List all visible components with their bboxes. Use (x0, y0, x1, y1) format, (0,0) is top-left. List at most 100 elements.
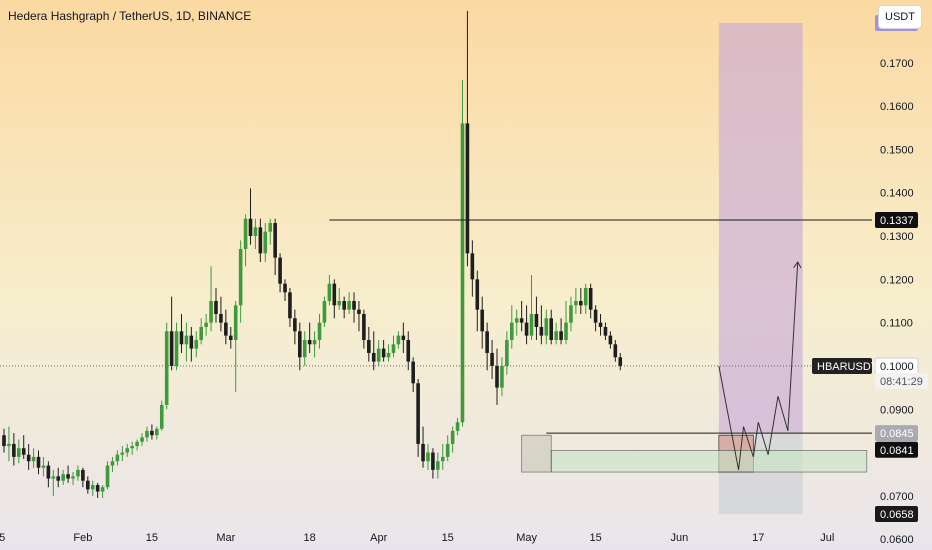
candle[interactable] (505, 331, 509, 375)
candle[interactable] (194, 331, 199, 358)
candle[interactable] (588, 283, 593, 319)
candle[interactable] (174, 322, 179, 371)
candle[interactable] (475, 270, 480, 332)
candle[interactable] (302, 331, 307, 366)
candle[interactable] (352, 292, 356, 323)
candle[interactable] (209, 266, 213, 332)
candle[interactable] (440, 443, 445, 470)
candle[interactable] (16, 439, 21, 464)
candle[interactable] (539, 305, 544, 345)
candle[interactable] (169, 296, 174, 371)
candle[interactable] (559, 318, 563, 345)
candle[interactable] (426, 443, 430, 470)
candle[interactable] (357, 300, 361, 332)
candle[interactable] (298, 322, 302, 371)
candle[interactable] (100, 485, 105, 499)
candle[interactable] (495, 348, 499, 405)
candle[interactable] (263, 223, 268, 263)
candle[interactable] (21, 435, 26, 460)
candle[interactable] (125, 443, 130, 457)
candle[interactable] (342, 296, 346, 319)
candle[interactable] (569, 296, 573, 332)
candle[interactable] (66, 465, 70, 483)
candle[interactable] (7, 426, 11, 462)
candle[interactable] (199, 318, 203, 345)
candle[interactable] (583, 283, 588, 314)
candle[interactable] (396, 331, 401, 349)
candle[interactable] (36, 450, 41, 475)
candle[interactable] (327, 275, 332, 306)
candle[interactable] (61, 469, 65, 486)
candle[interactable] (544, 309, 549, 345)
candle[interactable] (150, 424, 154, 440)
candle[interactable] (549, 309, 554, 345)
candle[interactable] (470, 240, 475, 297)
candle[interactable] (268, 218, 273, 245)
candle[interactable] (416, 378, 420, 457)
candle[interactable] (293, 309, 297, 345)
candle[interactable] (618, 352, 623, 371)
candle[interactable] (401, 322, 406, 353)
candle[interactable] (120, 446, 125, 462)
candle[interactable] (2, 428, 6, 453)
candle[interactable] (51, 469, 56, 496)
candle[interactable] (514, 309, 519, 336)
candle[interactable] (431, 448, 435, 479)
candle[interactable] (110, 456, 115, 473)
candle[interactable] (455, 417, 460, 436)
candle[interactable] (524, 305, 529, 345)
currency-button[interactable]: USDT (878, 5, 922, 29)
candle[interactable] (273, 218, 277, 275)
candle[interactable] (26, 443, 31, 470)
candle[interactable] (332, 279, 337, 319)
candle[interactable] (90, 480, 95, 496)
candle[interactable] (238, 240, 243, 323)
candle[interactable] (278, 253, 282, 293)
candle[interactable] (312, 331, 317, 358)
candle[interactable] (411, 357, 415, 392)
candle[interactable] (480, 296, 485, 349)
candles-layer[interactable] (2, 10, 623, 499)
candle[interactable] (155, 426, 159, 440)
candle[interactable] (307, 322, 312, 353)
candle[interactable] (371, 331, 376, 371)
candle[interactable] (485, 322, 489, 371)
candle[interactable] (613, 339, 618, 362)
candle[interactable] (95, 482, 100, 499)
candle[interactable] (145, 426, 149, 442)
candle[interactable] (376, 339, 381, 366)
candle[interactable] (41, 456, 46, 477)
candle[interactable] (603, 322, 608, 340)
candle[interactable] (224, 309, 228, 345)
candle[interactable] (564, 300, 568, 345)
candle[interactable] (228, 326, 233, 349)
candle[interactable] (509, 305, 514, 349)
candle[interactable] (436, 452, 440, 479)
candle[interactable] (248, 188, 253, 245)
candle[interactable] (31, 448, 36, 468)
candle[interactable] (598, 313, 603, 336)
lines-layer[interactable] (0, 219, 872, 470)
candle[interactable] (362, 309, 366, 349)
candle[interactable] (219, 296, 223, 332)
candle[interactable] (184, 322, 189, 362)
candle[interactable] (189, 326, 194, 362)
candle[interactable] (140, 433, 144, 447)
candle[interactable] (105, 461, 110, 490)
candle[interactable] (135, 439, 139, 451)
candle[interactable] (465, 10, 470, 267)
candle[interactable] (179, 313, 184, 353)
candle[interactable] (115, 450, 120, 466)
candle[interactable] (593, 305, 598, 332)
candle[interactable] (406, 331, 411, 371)
candle[interactable] (204, 313, 208, 336)
candle[interactable] (519, 300, 524, 332)
candle[interactable] (76, 465, 80, 481)
candle[interactable] (86, 476, 90, 494)
candle[interactable] (608, 331, 613, 349)
projection-path[interactable] (718, 261, 799, 470)
candle[interactable] (130, 441, 134, 455)
candle[interactable] (460, 80, 465, 427)
